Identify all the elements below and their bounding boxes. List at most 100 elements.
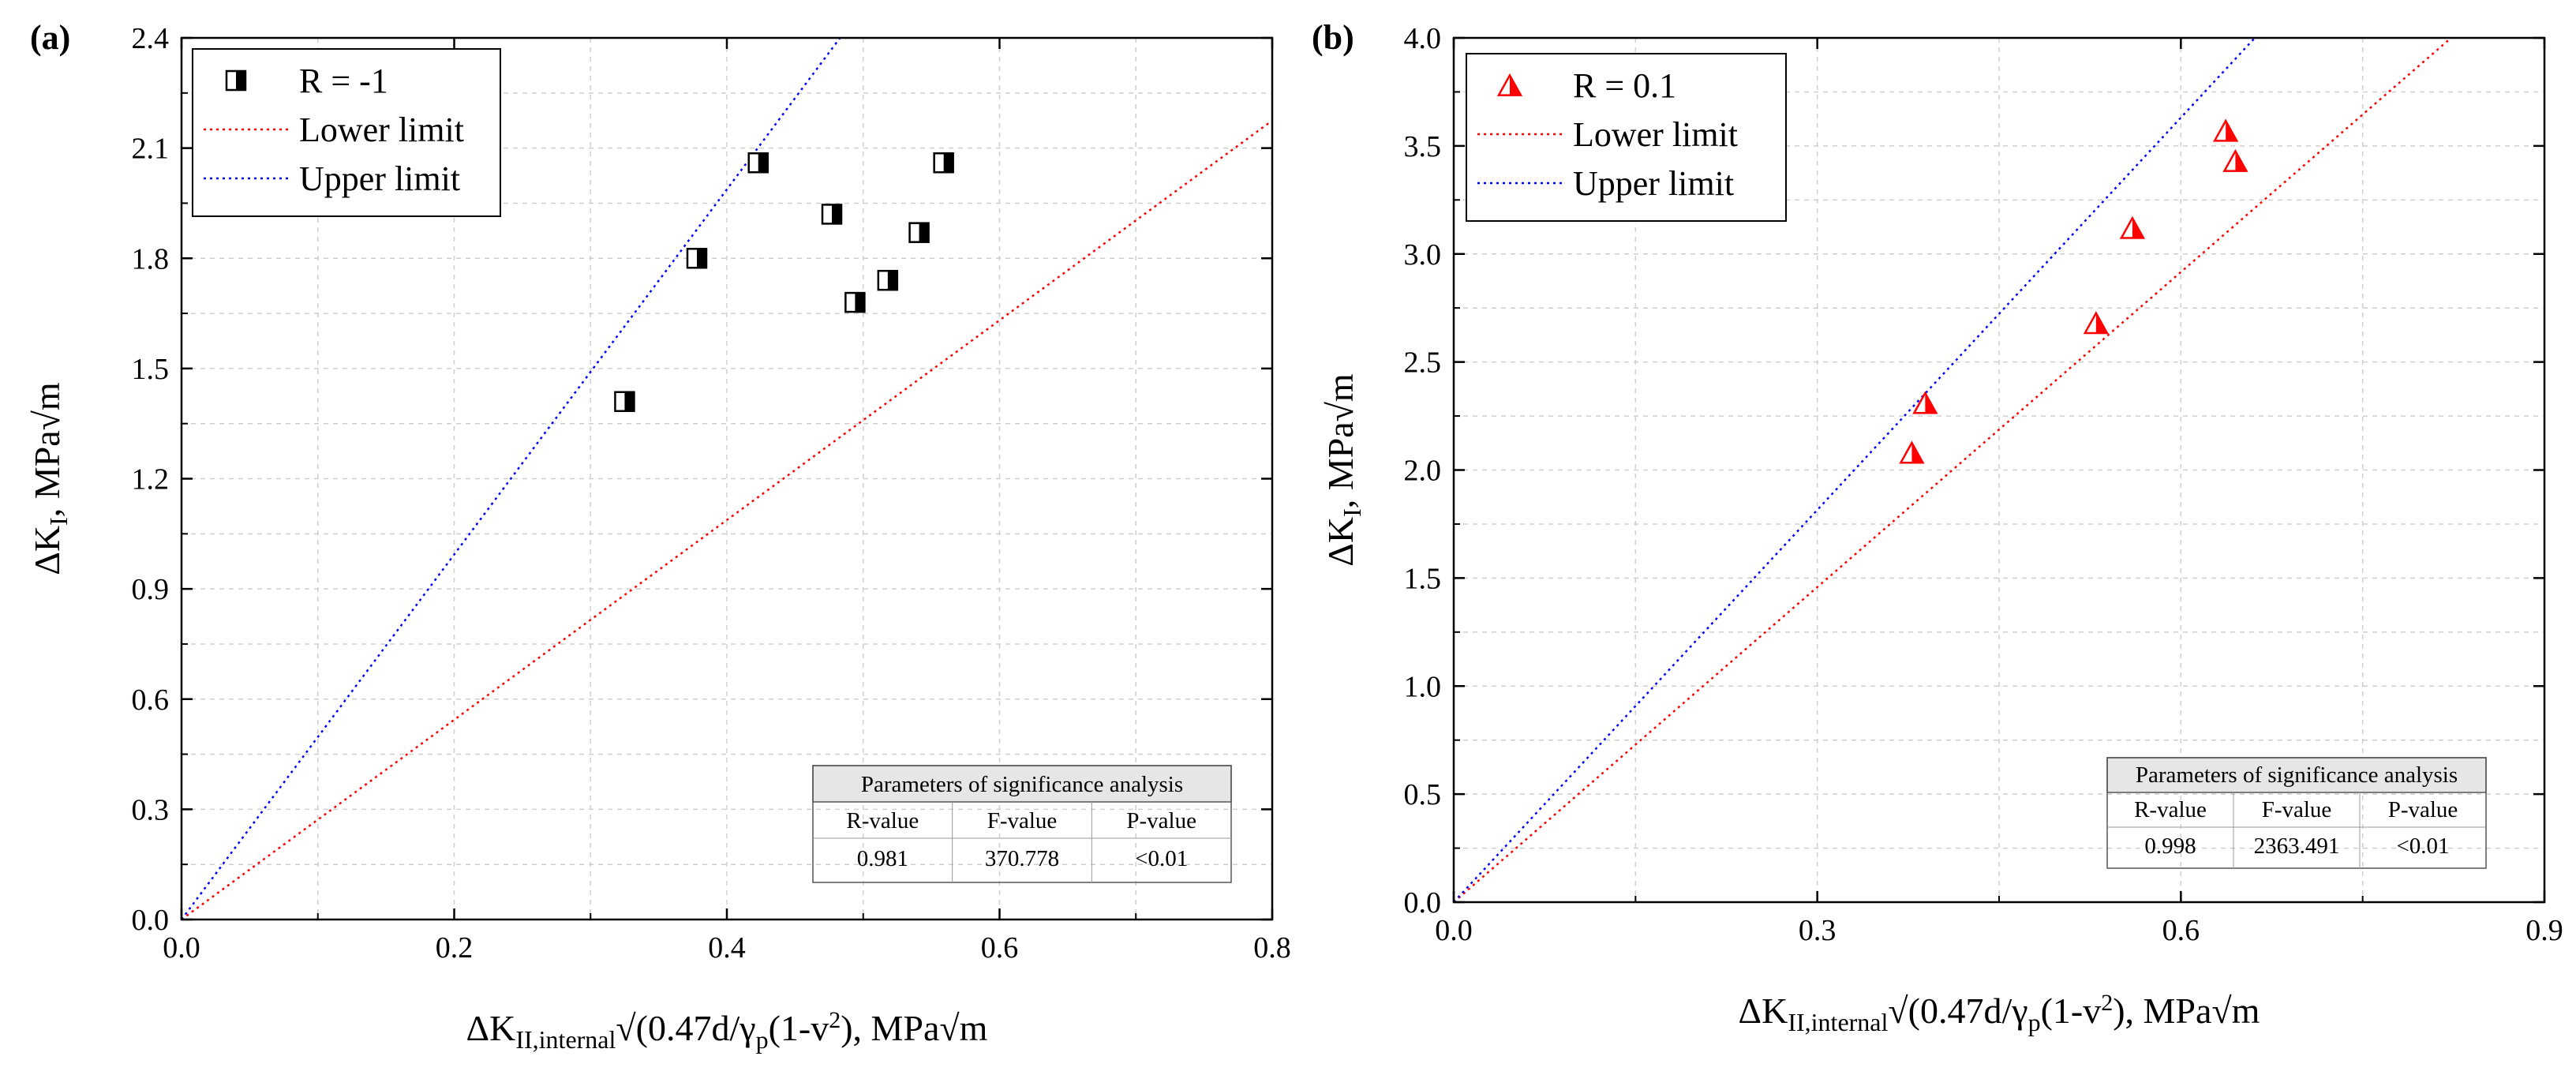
table-value: 370.778 — [985, 846, 1059, 871]
y-axis-title-part: I — [1338, 508, 1366, 517]
x-tick-label: 0.8 — [1253, 931, 1291, 965]
x-axis-title-part: p — [756, 1025, 769, 1054]
y-tick-label: 1.5 — [1404, 562, 1442, 595]
x-axis-title-part: ), MPa√m — [2113, 991, 2260, 1031]
legend-label: Lower limit — [1573, 115, 1738, 154]
x-axis-title-part: p — [2028, 1008, 2041, 1036]
data-point-fill — [943, 153, 953, 173]
data-point-fill — [1911, 443, 1923, 463]
table-border — [2106, 757, 2487, 869]
y-tick-label: 1.8 — [132, 242, 170, 275]
y-axis-title-part: , MPa√m — [1320, 373, 1361, 508]
x-tick-label: 0.3 — [1799, 914, 1837, 947]
y-tick-label: 1.0 — [1404, 670, 1442, 703]
x-axis-title-part: ΔK — [466, 1008, 516, 1048]
legend-marker-fill — [1510, 75, 1521, 96]
table-header: R-value — [2134, 797, 2207, 822]
x-tick-label: 0.0 — [163, 931, 200, 965]
x-axis-title: ΔKII,internal√(0.47d/γp(1-v2), MPa√m — [466, 1007, 988, 1054]
y-axis-title: ΔKI, MPa√m — [27, 382, 73, 575]
table-value: <0.01 — [1135, 846, 1188, 871]
y-tick-label: 4.0 — [1404, 22, 1442, 55]
data-point-fill — [2226, 121, 2237, 141]
y-axis-title: ΔKI, MPa√m — [1320, 373, 1366, 567]
table-header: P-value — [2388, 797, 2458, 822]
table-title: Parameters of significance analysis — [861, 772, 1183, 797]
legend-marker-fill — [236, 71, 245, 90]
data-point-fill — [758, 153, 768, 173]
x-tick-label: 0.9 — [2525, 914, 2563, 947]
legend: R = -1 Lower limit Upper limit — [192, 48, 501, 217]
legend-label: Lower limit — [299, 110, 464, 149]
table-value: 0.998 — [2144, 833, 2196, 859]
y-tick-label: 2.4 — [132, 22, 170, 55]
x-axis-title: ΔKII,internal√(0.47d/γp(1-v2), MPa√m — [1739, 990, 2260, 1036]
table-value: <0.01 — [2396, 833, 2449, 859]
y-tick-label: 0.0 — [1404, 886, 1442, 920]
x-axis-title-part: 2 — [2101, 990, 2113, 1016]
table-header: F-value — [2262, 797, 2332, 822]
y-axis-title-part: , MPa√m — [27, 382, 67, 517]
x-tick-label: 0.0 — [1435, 914, 1473, 947]
table-value: 2363.491 — [2254, 833, 2340, 859]
y-tick-label: 1.2 — [132, 463, 170, 496]
data-point-fill — [2095, 313, 2107, 333]
y-axis-title-part: ΔK — [1320, 517, 1361, 567]
legend-box — [1466, 53, 1787, 222]
y-tick-label: 3.0 — [1404, 238, 1442, 272]
table-title-bg — [812, 765, 1232, 803]
data-point-fill — [1925, 393, 1937, 414]
chart-panel-0: 0.0 0.2 0.4 0.6 0.8 0.0 0.3 0.6 0.9 1.2 1.5 1.8 2.1 2… — [27, 18, 1291, 1054]
series-line-lower-limit — [1454, 38, 2452, 902]
x-axis-title-part: II,internal — [515, 1025, 616, 1054]
data-point-fill — [2132, 218, 2144, 238]
legend-label: Upper limit — [299, 159, 460, 198]
panel-label: (a) — [30, 18, 70, 57]
table-title: Parameters of significance analysis — [2136, 762, 2458, 788]
data-point-fill — [855, 293, 865, 313]
y-tick-label: 0.9 — [132, 573, 170, 606]
data-point-fill — [696, 249, 706, 268]
series-line-lower-limit — [182, 119, 1272, 920]
panel-label: (b) — [1312, 18, 1354, 57]
series-line-upper-limit — [182, 38, 841, 920]
y-axis-title-part: I — [44, 517, 73, 526]
series-line-upper-limit — [1454, 38, 2256, 902]
y-tick-label: 2.5 — [1404, 346, 1442, 380]
significance-table: Parameters of significance analysis R-val… — [812, 765, 1232, 883]
y-tick-label: 3.5 — [1404, 130, 1442, 163]
table-header: R-value — [846, 808, 919, 833]
x-axis-title-part: ), MPa√m — [841, 1008, 987, 1048]
legend: R = 0.1 Lower limit Upper limit — [1466, 53, 1787, 222]
data-point-fill — [832, 204, 842, 224]
x-axis-title-part: ΔK — [1739, 991, 1788, 1031]
x-axis-title-part: II,internal — [1788, 1008, 1888, 1036]
y-tick-label: 0.0 — [132, 904, 170, 937]
x-tick-label: 0.6 — [981, 931, 1019, 965]
x-axis-title-part: 2 — [829, 1007, 841, 1033]
x-axis-title-part: √(0.47d/γ — [616, 1008, 755, 1048]
x-axis-title-part: (1-v — [769, 1008, 829, 1048]
y-tick-label: 0.6 — [132, 684, 170, 717]
legend-label: R = -1 — [299, 62, 388, 100]
y-tick-label: 0.3 — [132, 793, 170, 826]
data-point-fill — [919, 223, 929, 242]
y-tick-label: 2.0 — [1404, 455, 1442, 488]
y-tick-label: 0.5 — [1404, 778, 1442, 811]
x-axis-title-part: (1-v — [2041, 991, 2102, 1031]
x-tick-label: 0.6 — [2162, 914, 2200, 947]
data-point-fill — [887, 271, 897, 290]
legend-label: Upper limit — [1573, 164, 1734, 203]
table-value: 0.981 — [857, 846, 908, 871]
table-header: F-value — [987, 808, 1058, 833]
data-point-fill — [2235, 151, 2247, 171]
y-tick-label: 2.1 — [132, 133, 170, 166]
table-border — [812, 765, 1232, 883]
x-tick-label: 0.2 — [436, 931, 474, 965]
table-header: P-value — [1126, 808, 1196, 833]
legend-label: R = 0.1 — [1573, 66, 1676, 105]
y-axis-title-part: ΔK — [27, 526, 67, 575]
chart-panel-1: 0.0 0.3 0.6 0.9 0.0 0.5 1.0 1.5 2.0 2.5 3.0 3.5 4.0 (… — [1312, 18, 2563, 1036]
x-axis-title-part: √(0.47d/γ — [1888, 991, 2027, 1031]
